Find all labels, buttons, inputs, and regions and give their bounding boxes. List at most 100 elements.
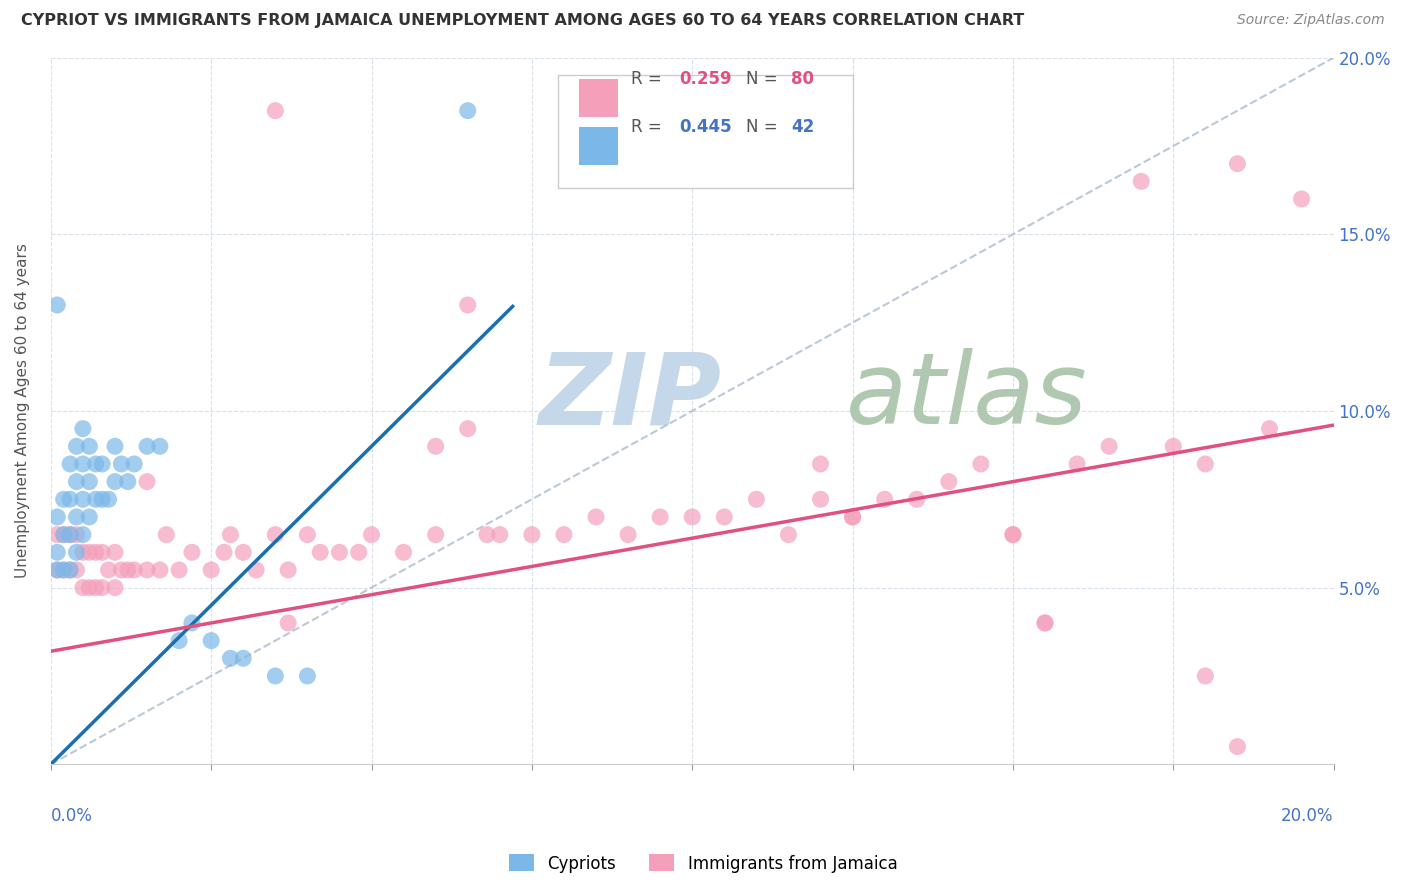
Point [488, 527, 510, 541]
Point [59, 563, 82, 577]
Point [91, 492, 114, 507]
Point [425, 527, 447, 541]
Point [328, 545, 350, 559]
Point [117, 475, 139, 489]
Point [97, 492, 120, 507]
Point [79, 475, 101, 489]
Point [104, 545, 127, 559]
Point [52, 492, 75, 507]
Point [136, 475, 159, 489]
Point [79, 510, 101, 524]
Point [110, 563, 132, 577]
Point [104, 439, 127, 453]
Point [347, 545, 370, 559]
Point [84, 492, 107, 507]
Text: 0.445: 0.445 [679, 118, 733, 136]
Point [65, 527, 87, 541]
Point [117, 563, 139, 577]
Point [873, 492, 896, 507]
Point [1066, 457, 1088, 471]
Point [232, 651, 254, 665]
Point [1291, 192, 1313, 206]
Point [360, 527, 382, 541]
Point [65, 439, 87, 453]
Text: CYPRIOT VS IMMIGRANTS FROM JAMAICA UNEMPLOYMENT AMONG AGES 60 TO 64 YEARS CORREL: CYPRIOT VS IMMIGRANTS FROM JAMAICA UNEMP… [21, 13, 1025, 29]
Point [167, 633, 190, 648]
Point [1226, 739, 1249, 754]
Point [79, 581, 101, 595]
Point [65, 475, 87, 489]
Point [72, 581, 94, 595]
Point [59, 527, 82, 541]
Point [46, 545, 69, 559]
Point [136, 439, 159, 453]
Point [264, 527, 287, 541]
Point [1258, 422, 1281, 436]
Point [72, 545, 94, 559]
Point [46, 563, 69, 577]
Point [264, 103, 287, 118]
Point [745, 492, 768, 507]
Text: 20.0%: 20.0% [1281, 806, 1334, 825]
Text: ZIP: ZIP [538, 349, 721, 445]
Point [52, 527, 75, 541]
Point [46, 298, 69, 312]
Text: Source: ZipAtlas.com: Source: ZipAtlas.com [1237, 13, 1385, 28]
Point [155, 527, 177, 541]
Text: N =: N = [747, 70, 783, 87]
Point [841, 510, 863, 524]
Point [91, 581, 114, 595]
Text: 0.259: 0.259 [679, 70, 733, 87]
Point [84, 457, 107, 471]
Point [200, 633, 222, 648]
Text: R =: R = [631, 118, 666, 136]
Point [475, 527, 498, 541]
Point [232, 545, 254, 559]
Point [681, 510, 703, 524]
Point [167, 563, 190, 577]
Point [520, 527, 543, 541]
Point [585, 510, 607, 524]
Y-axis label: Unemployment Among Ages 60 to 64 years: Unemployment Among Ages 60 to 64 years [15, 244, 30, 578]
Point [457, 298, 479, 312]
Point [181, 545, 204, 559]
Point [91, 457, 114, 471]
Point [46, 563, 69, 577]
Point [59, 563, 82, 577]
Point [309, 545, 332, 559]
Point [1033, 615, 1056, 630]
Point [778, 527, 800, 541]
Point [72, 527, 94, 541]
Point [104, 581, 127, 595]
Point [425, 439, 447, 453]
Point [84, 581, 107, 595]
Point [46, 527, 69, 541]
Text: R =: R = [631, 70, 666, 87]
Point [264, 669, 287, 683]
Point [136, 563, 159, 577]
Legend: Cypriots, Immigrants from Jamaica: Cypriots, Immigrants from Jamaica [502, 847, 904, 880]
Point [65, 510, 87, 524]
Point [297, 669, 319, 683]
Point [810, 492, 832, 507]
FancyBboxPatch shape [579, 127, 617, 165]
Point [72, 492, 94, 507]
Point [65, 563, 87, 577]
Point [650, 510, 672, 524]
Point [1001, 527, 1024, 541]
Point [277, 615, 299, 630]
Point [46, 510, 69, 524]
Point [149, 563, 172, 577]
Point [1098, 439, 1121, 453]
Point [59, 492, 82, 507]
FancyBboxPatch shape [558, 75, 852, 188]
Text: 80: 80 [792, 70, 814, 87]
Point [91, 545, 114, 559]
Point [713, 510, 735, 524]
Point [72, 457, 94, 471]
Point [1001, 527, 1024, 541]
Point [1130, 174, 1153, 188]
Point [457, 103, 479, 118]
Text: 42: 42 [792, 118, 814, 136]
Point [810, 457, 832, 471]
